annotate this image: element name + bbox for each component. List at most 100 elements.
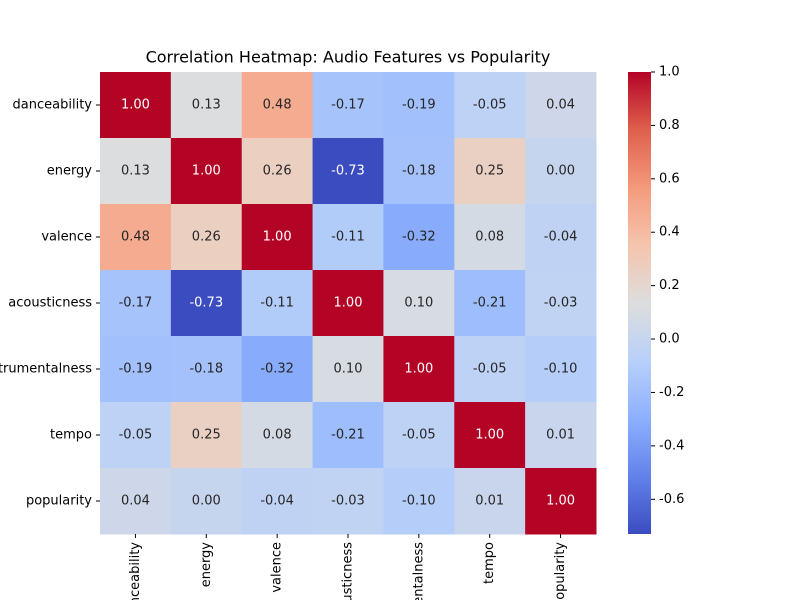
- heatmap-cell: [312, 336, 384, 403]
- cell-label: -0.04: [544, 230, 578, 245]
- cell-label: 1.00: [121, 98, 150, 113]
- heatmap-cell: [383, 204, 455, 271]
- cell-label: -0.73: [331, 164, 365, 179]
- colorbar-tick-label: 0.8: [659, 118, 680, 133]
- heatmap-cell: [100, 138, 172, 205]
- heatmap-cell: [454, 72, 526, 139]
- cell-label: 1.00: [404, 362, 433, 377]
- cell-label: -0.03: [331, 494, 365, 509]
- cell-label: -0.18: [189, 362, 223, 377]
- cell-label: 0.25: [475, 164, 504, 179]
- heatmap-cell: [454, 336, 526, 403]
- heatmap-cell: [241, 72, 314, 139]
- heatmap-cell: [241, 270, 314, 337]
- cell-label: 0.48: [263, 98, 292, 113]
- cell-label: -0.73: [189, 296, 223, 311]
- cell-label: -0.04: [260, 494, 294, 509]
- heatmap-cell: [525, 402, 597, 469]
- cell-label: -0.32: [260, 362, 294, 377]
- cell-label: 0.13: [192, 98, 221, 113]
- heatmap-cell: [383, 402, 455, 469]
- heatmap-cell: [383, 72, 455, 139]
- x-tick-label: acousticness: [341, 542, 356, 600]
- heatmap-cell: [525, 270, 597, 337]
- y-tick-label: valence: [41, 230, 92, 245]
- cell-label: 1.00: [475, 428, 504, 443]
- cell-label: -0.10: [544, 362, 578, 377]
- heatmap-cell: [454, 402, 526, 469]
- heatmap-cell: [525, 72, 597, 139]
- cell-label: 0.10: [334, 362, 363, 377]
- heatmap-cell: [454, 468, 526, 535]
- y-tick-label: popularity: [26, 494, 92, 509]
- cell-label: 0.04: [546, 98, 575, 113]
- heatmap-cell: [525, 336, 597, 403]
- colorbar: [628, 72, 651, 534]
- heatmap-cell: [312, 204, 384, 271]
- cell-label: 1.00: [263, 230, 292, 245]
- heatmap-cell: [454, 270, 526, 337]
- cell-label: 0.13: [121, 164, 150, 179]
- heatmap-cell: [525, 468, 597, 535]
- cell-label: 0.00: [546, 164, 575, 179]
- colorbar-tick-label: -0.4: [659, 438, 684, 453]
- heatmap-cell: [100, 270, 172, 337]
- cell-label: -0.05: [473, 362, 507, 377]
- heatmap-cell: [241, 336, 314, 403]
- cell-label: -0.19: [402, 98, 436, 113]
- heatmap-cell: [525, 204, 597, 271]
- heatmap-cell: [383, 138, 455, 205]
- heatmap-cell: [170, 138, 243, 205]
- heatmap-cell: [170, 72, 243, 139]
- y-tick-label: acousticness: [8, 296, 92, 311]
- colorbar-tick-label: 0.2: [659, 278, 680, 293]
- y-tick-label: instrumentalness: [0, 362, 92, 377]
- cell-label: 0.48: [121, 230, 150, 245]
- y-tick-label: danceability: [13, 98, 93, 113]
- heatmap-cell: [241, 204, 314, 271]
- heatmap-cell: [100, 468, 172, 535]
- colorbar-tick-label: 0.6: [659, 171, 680, 186]
- heatmap-cell: [170, 402, 243, 469]
- heatmap-cell: [454, 204, 526, 271]
- cell-label: 0.08: [475, 230, 504, 245]
- cell-label: 1.00: [334, 296, 363, 311]
- chart-title: Correlation Heatmap: Audio Features vs P…: [146, 48, 551, 67]
- cell-label: -0.17: [331, 98, 365, 113]
- heatmap-cell: [170, 468, 243, 535]
- cell-label: 0.04: [121, 494, 150, 509]
- colorbar-tick-label: 0.0: [659, 332, 680, 347]
- cell-label: 0.25: [192, 428, 221, 443]
- heatmap-cell: [312, 402, 384, 469]
- cell-label: 0.26: [263, 164, 292, 179]
- cell-label: 0.26: [192, 230, 221, 245]
- heatmap-cell: [170, 336, 243, 403]
- heatmap-cell: [100, 336, 172, 403]
- cell-label: 1.00: [192, 164, 221, 179]
- heatmap-cell: [383, 336, 455, 403]
- heatmap-cell: [383, 270, 455, 337]
- cell-label: -0.11: [331, 230, 365, 245]
- heatmap-cell: [170, 204, 243, 271]
- heatmap-cell: [100, 204, 172, 271]
- cell-label: -0.05: [402, 428, 436, 443]
- heatmap-cell: [100, 402, 172, 469]
- cell-label: 0.08: [263, 428, 292, 443]
- heatmap-cell: [241, 402, 314, 469]
- cell-label: -0.21: [331, 428, 365, 443]
- heatmap-cell: [312, 138, 384, 205]
- cell-label: -0.18: [402, 164, 436, 179]
- heatmap-cell: [383, 468, 455, 535]
- heatmap-cell: [100, 72, 172, 139]
- cell-label: 1.00: [546, 494, 575, 509]
- x-tick-label: popularity: [553, 542, 568, 600]
- cell-label: 0.00: [192, 494, 221, 509]
- cell-label: -0.11: [260, 296, 294, 311]
- cell-label: -0.10: [402, 494, 436, 509]
- colorbar-tick-label: -0.6: [659, 492, 684, 507]
- heatmap-cell: [170, 270, 243, 337]
- x-tick-label: energy: [199, 542, 214, 588]
- colorbar-tick-label: 1.0: [659, 65, 680, 80]
